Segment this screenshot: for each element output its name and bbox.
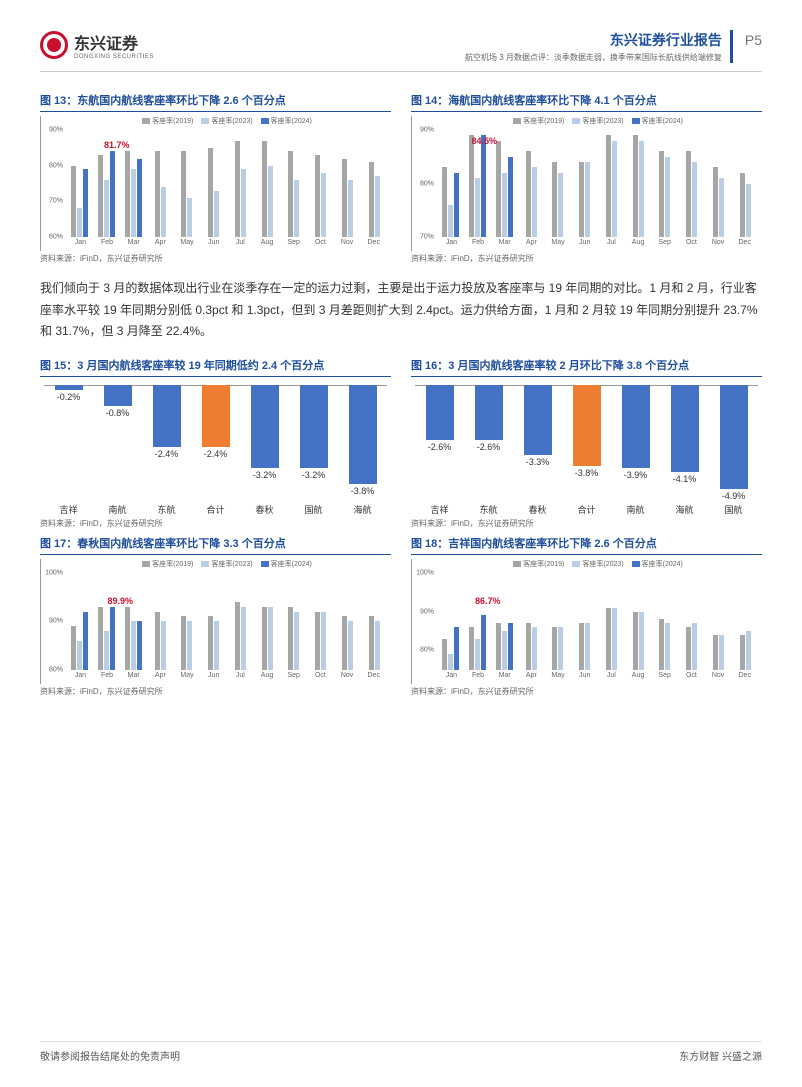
chart-18: 图 18：吉祥国内航线客座率环比下降 2.6 个百分点 客座率(2019)客座率… <box>411 535 762 697</box>
chart-13: 图 13：东航国内航线客座率环比下降 2.6 个百分点 客座率(2019)客座率… <box>40 92 391 264</box>
chart-13-title: 图 13：东航国内航线客座率环比下降 2.6 个百分点 <box>40 92 391 112</box>
page-header: 东兴证券 DONGXING SECURITIES 东兴证券行业报告 航空机场 3… <box>40 30 762 72</box>
chart-17-title: 图 17：春秋国内航线客座率环比下降 3.3 个百分点 <box>40 535 391 555</box>
report-title: 东兴证券行业报告 <box>465 30 722 50</box>
page-number: P5 <box>745 30 762 48</box>
chart-16-title: 图 16：3 月国内航线客座率较 2 月环比下降 3.8 个百分点 <box>411 357 762 377</box>
page-footer: 敬请参阅报告结尾处的免责声明 东方财智 兴盛之源 <box>40 1041 762 1063</box>
company-name-cn: 东兴证券 <box>74 30 154 54</box>
chart-14-plot: 客座率(2019)客座率(2023)客座率(2024)70%80%90%JanF… <box>411 116 762 251</box>
chart-15-title: 图 15：3 月国内航线客座率较 19 年同期低约 2.4 个百分点 <box>40 357 391 377</box>
chart-18-source: 资料来源：iFinD，东兴证券研究所 <box>411 686 762 697</box>
chart-18-title: 图 18：吉祥国内航线客座率环比下降 2.6 个百分点 <box>411 535 762 555</box>
chart-16: 图 16：3 月国内航线客座率较 2 月环比下降 3.8 个百分点 -2.6%-… <box>411 357 762 529</box>
chart-16-source: 资料来源：iFinD，东兴证券研究所 <box>411 518 762 529</box>
logo-icon <box>40 31 68 59</box>
chart-17: 图 17：春秋国内航线客座率环比下降 3.3 个百分点 客座率(2019)客座率… <box>40 535 391 697</box>
chart-18-plot: 客座率(2019)客座率(2023)客座率(2024)80%90%100%Jan… <box>411 559 762 684</box>
logo: 东兴证券 DONGXING SECURITIES <box>40 30 154 60</box>
footer-left: 敬请参阅报告结尾处的免责声明 <box>40 1048 180 1063</box>
chart-14-source: 资料来源：iFinD，东兴证券研究所 <box>411 253 762 264</box>
body-paragraph: 我们倾向于 3 月的数据体现出行业在淡季存在一定的运力过剩，主要是出于运力投放及… <box>40 278 762 343</box>
footer-right: 东方财智 兴盛之源 <box>679 1048 762 1063</box>
chart-16-plot: -2.6%-2.6%-3.3%-3.8%-3.9%-4.1%-4.9%吉祥东航春… <box>411 381 762 516</box>
chart-13-plot: 客座率(2019)客座率(2023)客座率(2024)60%70%80%90%J… <box>40 116 391 251</box>
company-name-en: DONGXING SECURITIES <box>74 54 154 60</box>
chart-14: 图 14：海航国内航线客座率环比下降 4.1 个百分点 客座率(2019)客座率… <box>411 92 762 264</box>
chart-15: 图 15：3 月国内航线客座率较 19 年同期低约 2.4 个百分点 -0.2%… <box>40 357 391 529</box>
chart-15-plot: -0.2%-0.8%-2.4%-2.4%-3.2%-3.2%-3.8%吉祥南航东… <box>40 381 391 516</box>
chart-17-source: 资料来源：iFinD，东兴证券研究所 <box>40 686 391 697</box>
chart-14-title: 图 14：海航国内航线客座率环比下降 4.1 个百分点 <box>411 92 762 112</box>
chart-15-source: 资料来源：iFinD，东兴证券研究所 <box>40 518 391 529</box>
chart-17-plot: 客座率(2019)客座率(2023)客座率(2024)80%90%100%Jan… <box>40 559 391 684</box>
chart-13-source: 资料来源：iFinD，东兴证券研究所 <box>40 253 391 264</box>
report-subtitle: 航空机场 3 月数据点评：淡季数据走弱，换季带来国际长航线供给端修复 <box>465 52 722 63</box>
